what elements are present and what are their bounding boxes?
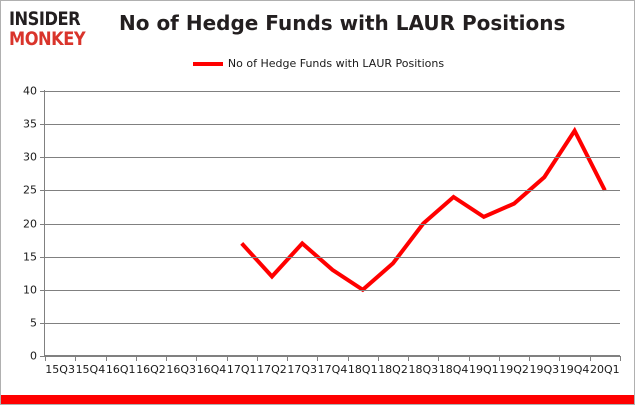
x-tick-label: 18Q2 <box>378 363 408 376</box>
logo-text-insider: INSIDER <box>9 8 81 30</box>
x-tick-label: 17Q2 <box>257 363 287 376</box>
gridline <box>45 256 620 258</box>
x-tick-label: 16Q4 <box>196 363 227 376</box>
y-tick-label: 5 <box>30 316 37 330</box>
x-tick-mark <box>620 356 621 361</box>
legend-color-swatch <box>192 61 223 66</box>
x-tick-mark <box>45 356 46 361</box>
y-tick-label: 20 <box>23 217 37 230</box>
gridline <box>45 91 620 92</box>
x-axis-labels: 15Q3 15Q4 16Q1 16Q2 16Q3 16Q4 17Q1 17Q2 17Q3 17Q4… <box>45 363 620 381</box>
x-tick-mark <box>287 356 289 361</box>
y-tick-label: 10 <box>23 283 37 297</box>
x-tick-label: 16Q2 <box>136 363 166 376</box>
gridline <box>45 157 620 159</box>
x-tick-label: 17Q3 <box>287 363 318 376</box>
logo-text-monkey: MONKEY <box>9 28 86 50</box>
x-tick-mark <box>589 356 591 361</box>
y-tick-label: 35 <box>23 117 37 131</box>
y-tick-mark <box>40 190 45 192</box>
gridline <box>45 322 620 324</box>
y-tick-mark <box>40 322 45 324</box>
x-tick-mark <box>377 356 379 361</box>
y-axis-labels: 0 5 10 15 20 25 30 35 40 <box>1 81 41 363</box>
x-tick-label: 19Q2 <box>499 363 529 376</box>
x-tick-mark <box>166 356 168 361</box>
y-tick-mark <box>40 356 45 357</box>
chart-title: No of Hedge Funds with LAUR Positions <box>119 11 566 35</box>
y-tick-label: 15 <box>23 250 37 264</box>
x-tick-mark <box>135 356 137 361</box>
gridline <box>45 223 620 225</box>
x-tick-mark <box>498 356 500 361</box>
line-series-path <box>240 126 607 293</box>
y-tick-mark <box>40 91 45 92</box>
x-tick-label: 20Q1 <box>590 363 620 376</box>
plot-wrapper: 0 5 10 15 20 25 30 35 40 15Q3 15Q4 16Q1 16Q2 16Q3 16Q… <box>1 81 634 381</box>
x-tick-label: 15Q4 <box>75 363 106 376</box>
x-tick-mark <box>226 356 228 361</box>
x-tick-mark <box>468 356 470 361</box>
x-tick-label: 18Q3 <box>408 363 439 376</box>
x-tick-label: 19Q4 <box>559 363 590 376</box>
x-tick-mark <box>559 356 561 361</box>
x-tick-mark <box>529 356 531 361</box>
x-tick-mark <box>256 356 258 361</box>
x-tick-label: 19Q1 <box>468 363 499 376</box>
x-tick-label: 18Q1 <box>347 363 378 376</box>
chart-header: INSIDER MONKEY No of Hedge Funds with LA… <box>1 1 634 51</box>
plot-area <box>40 90 621 361</box>
y-tick-mark <box>40 223 45 225</box>
x-tick-label: 18Q4 <box>438 363 469 376</box>
insider-monkey-logo: INSIDER MONKEY <box>9 9 117 49</box>
x-tick-mark <box>438 356 440 361</box>
x-tick-label: 15Q3 <box>45 363 75 376</box>
chart-legend: No of Hedge Funds with LAUR Positions <box>1 57 634 70</box>
x-tick-mark <box>408 356 410 361</box>
gridline <box>45 190 620 192</box>
gridline <box>45 289 620 291</box>
x-tick-mark <box>196 356 198 361</box>
legend-label: No of Hedge Funds with LAUR Positions <box>227 57 445 70</box>
bottom-accent-bar <box>1 395 634 404</box>
x-axis-line <box>45 355 620 356</box>
y-tick-label: 25 <box>23 183 37 197</box>
y-tick-label: 30 <box>23 150 37 164</box>
y-tick-mark <box>40 157 45 159</box>
gridline <box>45 356 620 357</box>
x-tick-mark <box>317 356 319 361</box>
y-tick-mark <box>40 124 45 126</box>
x-tick-mark <box>347 356 349 361</box>
x-tick-label: 16Q3 <box>166 363 196 376</box>
x-tick-label: 17Q1 <box>226 363 257 376</box>
x-tick-mark <box>75 356 77 361</box>
x-tick-label: 16Q1 <box>105 363 136 376</box>
gridline <box>45 124 620 126</box>
x-tick-mark <box>105 356 107 361</box>
y-tick-label: 40 <box>23 84 37 98</box>
x-tick-label: 17Q4 <box>317 363 348 376</box>
x-tick-label: 19Q3 <box>529 363 560 376</box>
y-tick-label: 0 <box>30 349 37 363</box>
y-tick-mark <box>40 256 45 258</box>
y-tick-mark <box>40 289 45 291</box>
